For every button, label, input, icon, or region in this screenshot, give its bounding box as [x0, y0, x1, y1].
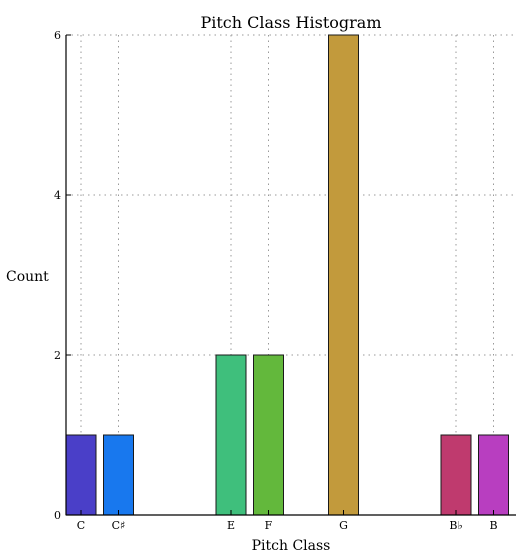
bar-3: [216, 355, 246, 515]
bar-5: [329, 35, 359, 515]
x-ticks: C C♯ E F G B♭ B: [77, 510, 498, 532]
x-tick-label: E: [227, 519, 235, 532]
bars: [66, 35, 509, 515]
x-tick-label: C: [77, 519, 85, 532]
bar-6: [441, 435, 471, 515]
y-tick-label: 0: [54, 509, 61, 522]
chart-title: Pitch Class Histogram: [200, 13, 381, 32]
x-tick-label: B: [489, 519, 497, 532]
y-tick-label: 2: [54, 349, 61, 362]
x-tick-label: C♯: [112, 519, 126, 532]
x-tick-label: G: [339, 519, 348, 532]
bar-7: [479, 435, 509, 515]
bar-4: [254, 355, 284, 515]
x-axis-label: Pitch Class: [252, 538, 331, 554]
y-gridlines: [66, 35, 516, 355]
bar-2: [104, 435, 134, 515]
y-tick-label: 4: [54, 189, 61, 202]
bar-1: [66, 435, 96, 515]
y-tick-label: 6: [54, 29, 61, 42]
y-axis-label: Count: [6, 269, 49, 285]
x-tick-label: F: [265, 519, 273, 532]
x-gridlines: [81, 35, 494, 515]
x-tick-label: B♭: [449, 519, 462, 532]
